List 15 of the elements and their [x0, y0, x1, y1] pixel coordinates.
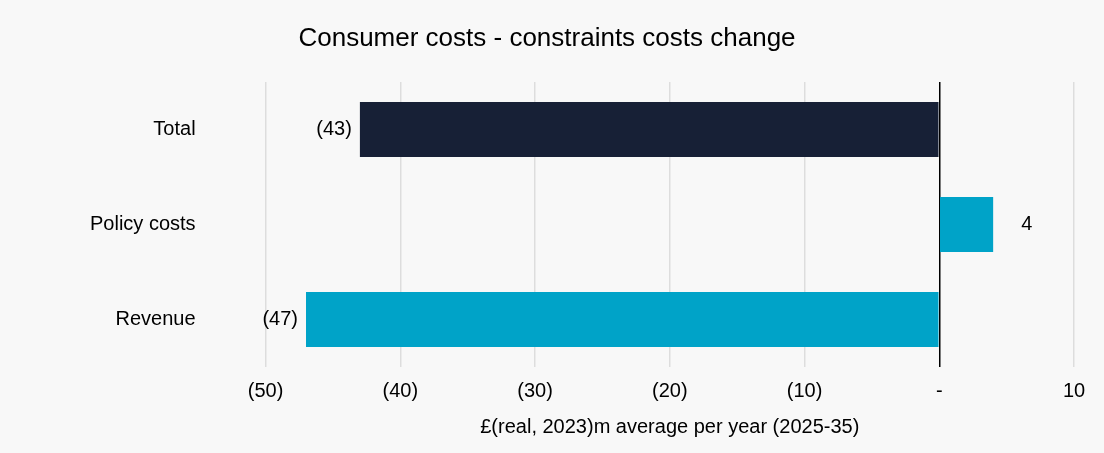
y-tick-label: Policy costs [89, 212, 196, 235]
data-label: (47) [262, 307, 299, 330]
y-tick-label: Revenue [115, 307, 196, 330]
x-tick-label: (40) [382, 378, 419, 401]
x-tick-label: (10) [786, 378, 823, 401]
data-label: 4 [1021, 212, 1033, 235]
x-tick-label: (50) [247, 378, 284, 401]
chart-title: Consumer costs - constraints costs change [298, 21, 796, 52]
x-tick-label: - [935, 378, 943, 401]
x-tick-label: (30) [517, 378, 553, 401]
x-axis-title: £(real, 2023)m average per year (2025-35) [480, 414, 860, 437]
data-label: (43) [316, 117, 352, 140]
x-tick-label: (20) [652, 378, 688, 401]
y-tick-label: Total [153, 117, 196, 140]
x-tick-label: 10 [1062, 378, 1086, 401]
